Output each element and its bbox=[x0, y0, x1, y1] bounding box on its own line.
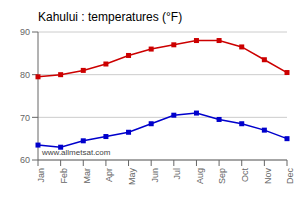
svg-text:Jun: Jun bbox=[150, 168, 160, 183]
svg-text:Mar: Mar bbox=[82, 168, 92, 184]
svg-text:Oct: Oct bbox=[240, 168, 250, 183]
html-text:Kahului : temperatures (°F): Kahului : temperatures (°F) bbox=[38, 10, 183, 24]
svg-text:Sep: Sep bbox=[217, 168, 227, 184]
svg-text:60: 60 bbox=[20, 155, 30, 165]
svg-text:Jan: Jan bbox=[36, 168, 46, 183]
svg-text:Jul: Jul bbox=[172, 168, 182, 180]
svg-text:80: 80 bbox=[20, 70, 30, 80]
svg-text:May: May bbox=[127, 168, 137, 186]
svg-text:Dec: Dec bbox=[285, 168, 295, 185]
svg-text:Aug: Aug bbox=[195, 168, 205, 184]
svg-text:90: 90 bbox=[20, 27, 30, 37]
svg-text:70: 70 bbox=[20, 113, 30, 123]
svg-text:Nov: Nov bbox=[263, 168, 273, 185]
svg-text:Feb: Feb bbox=[59, 168, 69, 184]
html-text:www.allmetsat.com: www.allmetsat.com bbox=[42, 148, 111, 157]
svg-text:Apr: Apr bbox=[104, 168, 114, 182]
